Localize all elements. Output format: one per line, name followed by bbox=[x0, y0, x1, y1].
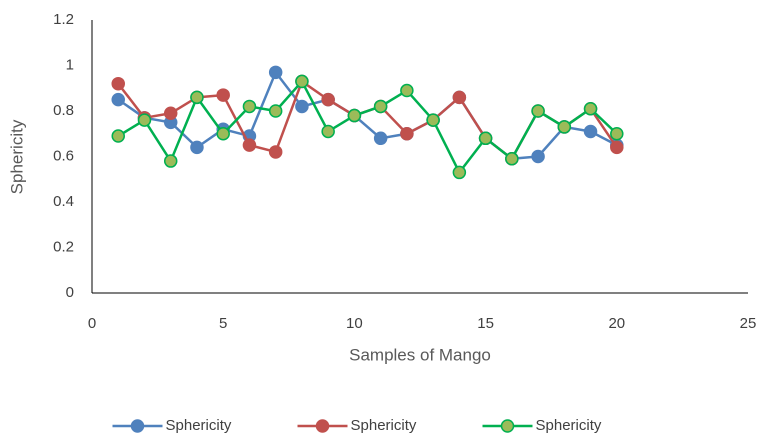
data-point bbox=[373, 99, 388, 114]
x-tick-label: 15 bbox=[477, 315, 494, 332]
x-tick-label: 0 bbox=[88, 315, 96, 332]
y-tick-label: 0 bbox=[66, 284, 74, 301]
x-tick-label: 20 bbox=[608, 315, 625, 332]
data-point bbox=[478, 131, 493, 146]
y-tick-label: 0.6 bbox=[53, 147, 74, 164]
x-tick-label: 25 bbox=[740, 315, 757, 332]
x-tick-label: 5 bbox=[219, 315, 227, 332]
y-tick-label: 0.8 bbox=[53, 102, 74, 119]
data-point bbox=[400, 127, 414, 141]
y-axis-title: Sphericity bbox=[7, 119, 26, 194]
data-point bbox=[242, 99, 257, 114]
data-point bbox=[426, 113, 440, 127]
data-point bbox=[452, 90, 467, 105]
data-point bbox=[268, 104, 283, 118]
legend-label: Sphericity bbox=[536, 417, 602, 434]
data-point bbox=[111, 129, 125, 143]
data-point bbox=[242, 138, 257, 152]
series-line bbox=[117, 80, 618, 174]
data-point bbox=[321, 124, 335, 139]
data-point bbox=[610, 140, 624, 155]
data-point bbox=[190, 140, 204, 155]
x-tick-label: 10 bbox=[346, 315, 363, 332]
legend-marker bbox=[500, 419, 515, 433]
y-tick-label: 1.2 bbox=[53, 11, 74, 28]
data-point bbox=[268, 65, 283, 80]
data-point bbox=[531, 149, 545, 164]
data-point bbox=[111, 76, 125, 91]
data-point bbox=[452, 165, 467, 180]
data-point bbox=[216, 127, 230, 141]
data-point bbox=[163, 154, 178, 168]
y-tick-label: 1 bbox=[66, 56, 74, 73]
data-point bbox=[400, 83, 414, 98]
x-axis-title: Samples of Mango bbox=[349, 345, 491, 364]
data-point bbox=[216, 88, 230, 102]
data-point bbox=[111, 92, 125, 107]
data-point bbox=[505, 152, 519, 166]
data-point bbox=[347, 108, 362, 123]
data-point bbox=[190, 90, 204, 105]
data-point bbox=[583, 101, 598, 116]
data-point bbox=[137, 113, 152, 127]
legend-marker bbox=[130, 419, 145, 433]
y-tick-label: 0.4 bbox=[53, 193, 74, 210]
data-point bbox=[268, 145, 283, 159]
data-point bbox=[583, 124, 598, 139]
data-point bbox=[295, 74, 309, 89]
data-point bbox=[295, 99, 309, 114]
data-point bbox=[321, 92, 335, 107]
legend-label: Sphericity bbox=[166, 417, 232, 434]
data-point bbox=[531, 104, 545, 118]
data-point bbox=[610, 127, 624, 141]
legend-marker bbox=[315, 419, 330, 433]
data-point bbox=[557, 120, 572, 134]
legend-label: Sphericity bbox=[351, 417, 417, 434]
data-point bbox=[373, 131, 388, 146]
y-tick-label: 0.2 bbox=[53, 238, 74, 255]
data-point bbox=[163, 106, 178, 121]
